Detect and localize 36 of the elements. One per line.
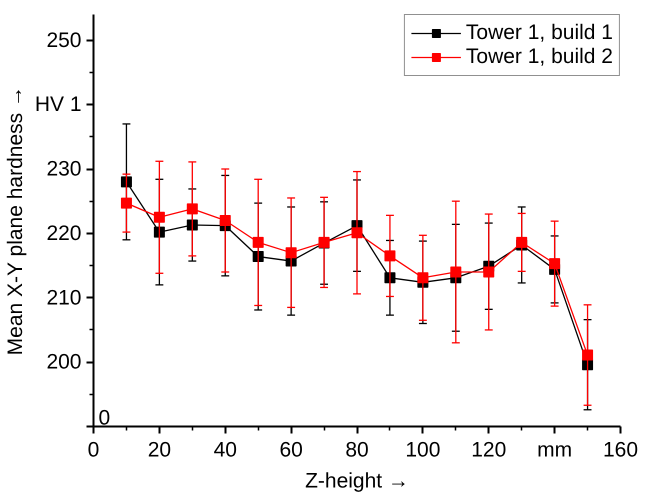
point: [384, 272, 396, 284]
y-tick-label: 230: [46, 158, 82, 180]
y-tick-label: 210: [46, 286, 82, 310]
legend-label: Tower 1, build 2: [466, 45, 613, 69]
x-tick-label: 160: [602, 438, 638, 462]
y-tick-label: 250: [46, 28, 82, 52]
legend-label: Tower 1, build 1: [466, 21, 613, 45]
x-tick-label: 0: [88, 438, 100, 462]
x-tick-label: 20: [148, 438, 172, 462]
x-tick-label: mm: [537, 438, 572, 462]
point: [417, 272, 428, 284]
point: [549, 258, 560, 270]
point: [450, 266, 462, 278]
x-tick-label: 80: [345, 438, 369, 462]
y-tick-label: HV 1: [34, 93, 82, 116]
point: [483, 266, 494, 278]
annotation: 0: [98, 406, 110, 430]
x-tick-label: 40: [214, 438, 237, 462]
x-tick-label: 60: [279, 438, 303, 462]
point: [154, 212, 165, 223]
point: [352, 227, 362, 238]
point: [220, 215, 231, 226]
point: [582, 350, 594, 361]
x-axis-title: Z-height →: [305, 470, 409, 492]
y-tick-label: 200: [46, 350, 82, 374]
x-tick-label: 100: [405, 438, 440, 462]
point: [120, 176, 132, 188]
point: [252, 236, 264, 248]
y-axis-title: Mean X-Y plane hardness →: [4, 86, 27, 356]
point: [384, 250, 396, 262]
point: [516, 236, 528, 248]
point: [286, 247, 297, 258]
point: [186, 203, 198, 214]
y-tick-label: 220: [46, 222, 82, 245]
x-tick-label: 120: [471, 438, 506, 462]
point: [120, 198, 132, 209]
